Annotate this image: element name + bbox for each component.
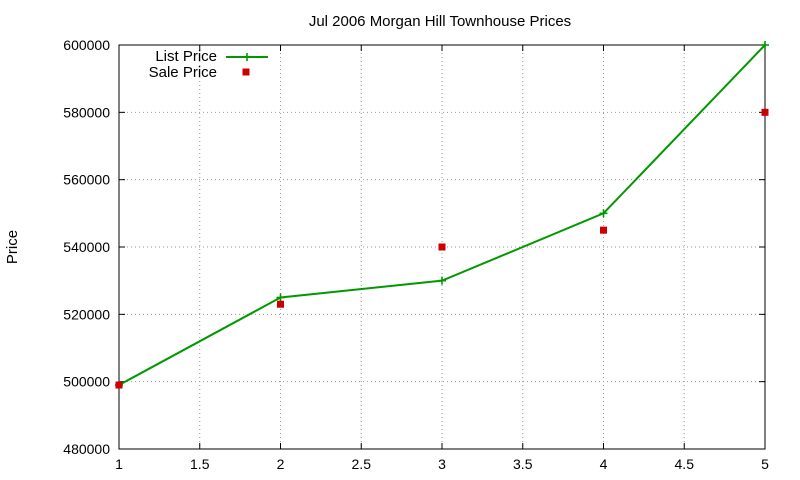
y-tick-label: 580000	[63, 104, 110, 120]
series-line-list-price	[118, 44, 766, 386]
legend-label-sale-price: Sale Price	[149, 64, 217, 81]
list-price-point	[599, 209, 608, 218]
y-tick-label: 560000	[63, 172, 110, 188]
x-tick-label: 2.5	[352, 456, 372, 472]
legend-marker-sale-price	[242, 68, 250, 76]
chart-title: Jul 2006 Morgan Hill Townhouse Prices	[309, 13, 571, 30]
legend-sample-list-price	[226, 53, 268, 61]
x-tick-label: 1	[115, 456, 123, 472]
ticks: 1 1.5 2 2.5 3 3.5 4 4.5 5 480000 500000 520000 54000…	[63, 37, 769, 472]
y-tick-label: 500000	[63, 374, 110, 390]
x-tick-label: 2	[277, 456, 285, 472]
x-tick-label: 1.5	[190, 456, 210, 472]
sale-price-point	[600, 226, 607, 234]
grid	[119, 45, 765, 449]
list-price-point	[276, 293, 285, 302]
sale-price-point	[115, 381, 123, 389]
y-axis-label: Price	[4, 230, 21, 264]
list-price-point	[438, 276, 446, 285]
sale-price-point	[438, 243, 446, 251]
series-1	[115, 108, 769, 389]
sale-price-point	[277, 300, 284, 308]
sale-price-point	[761, 108, 769, 116]
legend: List Price Sale Price	[149, 48, 268, 81]
x-tick-label: 4.5	[675, 456, 695, 472]
list-price-point	[761, 41, 769, 49]
series-layer	[115, 41, 769, 390]
legend-marker-list-price	[243, 53, 251, 61]
x-tick-label: 4	[600, 456, 608, 472]
y-tick-label: 540000	[63, 239, 110, 255]
legend-sample-sale-price	[242, 68, 250, 76]
y-tick-label: 600000	[63, 37, 110, 53]
x-tick-label: 3	[438, 456, 446, 472]
x-tick-label: 3.5	[513, 456, 533, 472]
y-tick-label: 480000	[63, 441, 110, 457]
x-tick-label: 5	[761, 456, 769, 472]
y-tick-label: 520000	[63, 306, 110, 322]
legend-label-list-price: List Price	[155, 48, 217, 65]
